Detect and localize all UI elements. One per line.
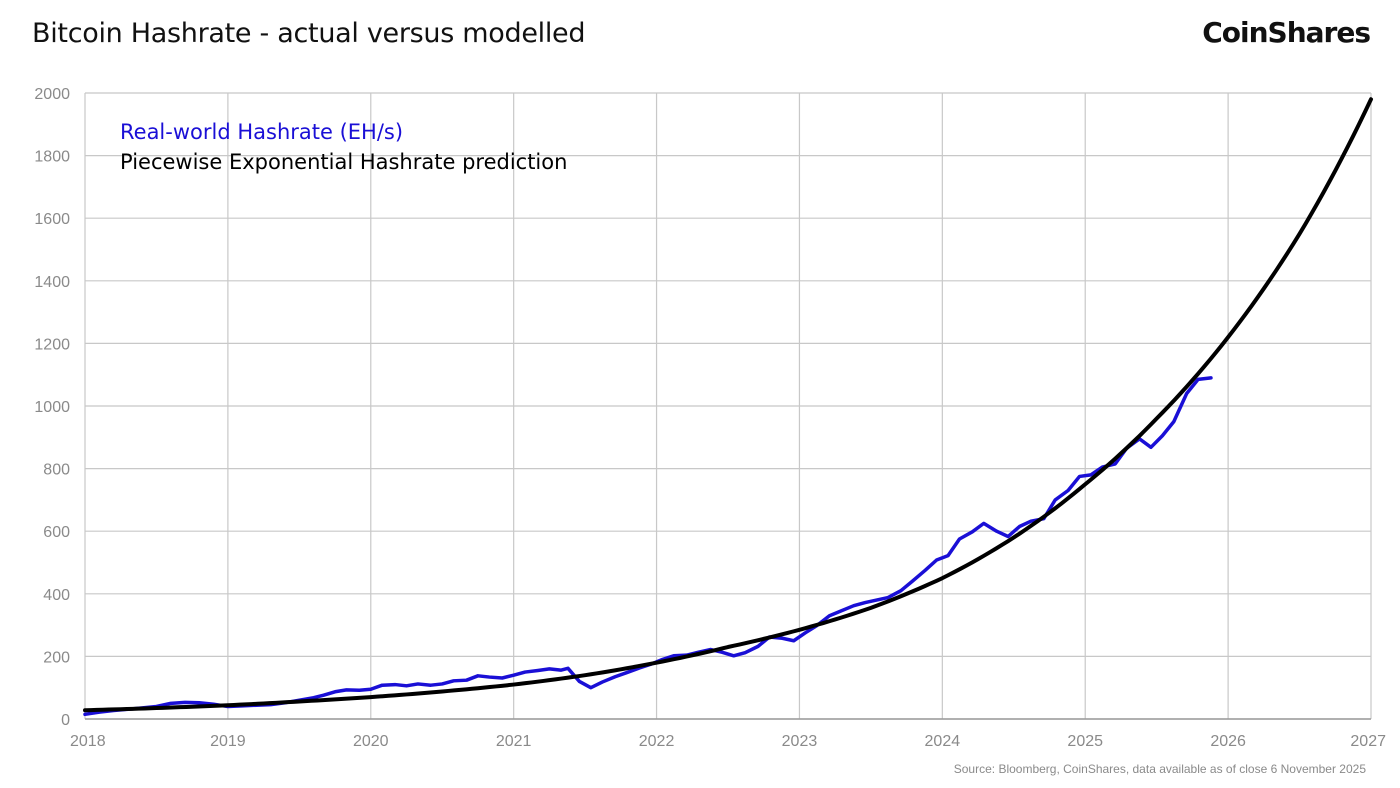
- legend-entry-model: Piecewise Exponential Hashrate predictio…: [120, 150, 567, 174]
- page-title: Bitcoin Hashrate - actual versus modelle…: [32, 18, 586, 49]
- y-tick-label: 1200: [34, 336, 70, 353]
- y-tick-label: 800: [43, 462, 70, 479]
- legend: Real-world Hashrate (EH/s) Piecewise Exp…: [120, 120, 567, 174]
- x-tick-label: 2021: [496, 733, 532, 750]
- y-tick-label: 200: [43, 649, 70, 666]
- y-tick-label: 1400: [34, 274, 70, 291]
- y-tick-label: 1800: [34, 149, 70, 166]
- grid: [84, 92, 1372, 720]
- x-tick-label: 2026: [1210, 733, 1246, 750]
- legend-entry-actual: Real-world Hashrate (EH/s): [120, 120, 403, 144]
- y-tick-label: 2000: [34, 86, 70, 103]
- y-tick-label: 400: [43, 587, 70, 604]
- y-tick-label: 600: [43, 524, 70, 541]
- x-tick-label: 2025: [1067, 733, 1103, 750]
- y-tick-label: 1600: [34, 211, 70, 228]
- axes: 0 200 400 600 800 1000 1200 1400 1600 1800 2000 201…: [34, 86, 1386, 750]
- y-tick-label: 0: [61, 712, 70, 729]
- x-tick-label: 2018: [70, 733, 106, 750]
- x-tick-label: 2023: [782, 733, 818, 750]
- series-line-model-prediction: [83, 97, 1373, 713]
- y-tick-label: 1000: [34, 399, 70, 416]
- source-note: Source: Bloomberg, CoinShares, data avai…: [953, 762, 1366, 776]
- x-tick-label: 2024: [925, 733, 961, 750]
- x-tick-label: 2027: [1350, 733, 1386, 750]
- x-tick-label: 2020: [353, 733, 389, 750]
- x-tick-label: 2019: [210, 733, 246, 750]
- series-line-actual-hashrate: [83, 376, 1213, 717]
- brand-logo: CoinShares: [1202, 16, 1371, 49]
- series-lines: [83, 97, 1373, 717]
- x-tick-label: 2022: [639, 733, 675, 750]
